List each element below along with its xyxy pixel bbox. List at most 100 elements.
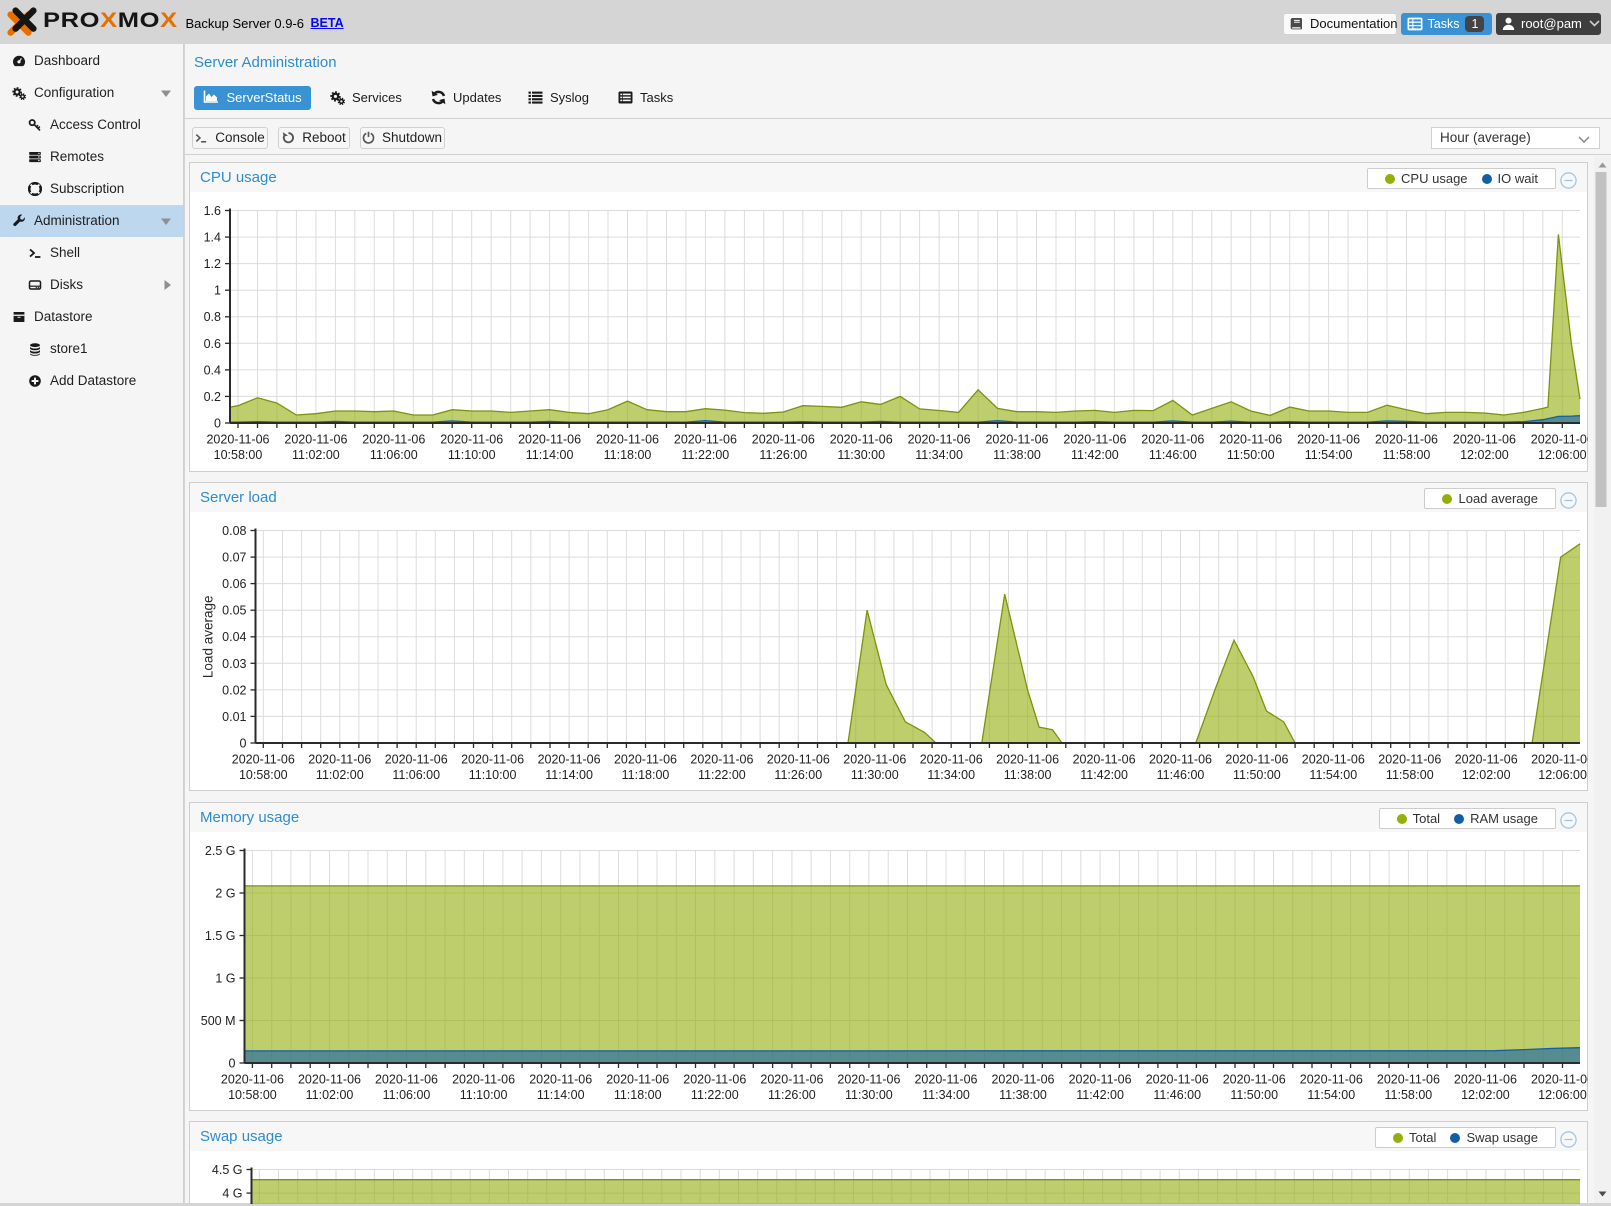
svg-text:2020-11-06: 2020-11-06 [1072, 752, 1135, 766]
svg-text:2020-11-06: 2020-11-06 [206, 432, 269, 446]
svg-text:12:06:00: 12:06:00 [1538, 768, 1587, 782]
svg-text:2020-11-06: 2020-11-06 [829, 432, 892, 446]
svg-text:11:06:00: 11:06:00 [369, 448, 417, 462]
svg-text:11:54:00: 11:54:00 [1309, 768, 1357, 782]
svg-text:12:06:00: 12:06:00 [1538, 1088, 1587, 1102]
svg-text:2020-11-06: 2020-11-06 [996, 752, 1059, 766]
svg-text:2020-11-06: 2020-11-06 [1299, 1072, 1362, 1086]
svg-text:11:42:00: 11:42:00 [1080, 768, 1128, 782]
svg-text:2020-11-06: 2020-11-06 [613, 752, 676, 766]
svg-text:11:42:00: 11:42:00 [1071, 448, 1119, 462]
svg-text:2020-11-06: 2020-11-06 [766, 752, 829, 766]
svg-text:0.02: 0.02 [222, 683, 246, 697]
svg-text:2020-11-06: 2020-11-06 [231, 752, 294, 766]
svg-text:1.6: 1.6 [203, 204, 220, 218]
svg-text:11:30:00: 11:30:00 [845, 1088, 893, 1102]
svg-text:0.6: 0.6 [203, 336, 220, 350]
svg-text:11:50:00: 11:50:00 [1233, 768, 1281, 782]
svg-text:11:38:00: 11:38:00 [1003, 768, 1051, 782]
svg-text:11:46:00: 11:46:00 [1148, 448, 1196, 462]
svg-text:2020-11-06: 2020-11-06 [284, 432, 347, 446]
svg-text:2020-11-06: 2020-11-06 [673, 432, 736, 446]
svg-text:11:46:00: 11:46:00 [1153, 1088, 1201, 1102]
svg-text:2020-11-06: 2020-11-06 [1452, 432, 1515, 446]
svg-text:11:02:00: 11:02:00 [305, 1088, 353, 1102]
svg-text:2020-11-06: 2020-11-06 [1530, 1072, 1587, 1086]
svg-text:11:06:00: 11:06:00 [382, 1088, 430, 1102]
svg-text:11:18:00: 11:18:00 [621, 768, 669, 782]
svg-text:2020-11-06: 2020-11-06 [1219, 432, 1282, 446]
svg-text:2020-11-06: 2020-11-06 [837, 1072, 900, 1086]
svg-text:1 G: 1 G [215, 971, 235, 985]
svg-text:11:34:00: 11:34:00 [927, 768, 975, 782]
svg-text:2020-11-06: 2020-11-06 [440, 432, 503, 446]
svg-text:0.8: 0.8 [203, 310, 220, 324]
svg-text:11:54:00: 11:54:00 [1307, 1088, 1355, 1102]
svg-text:0: 0 [239, 736, 246, 750]
svg-text:11:14:00: 11:14:00 [536, 1088, 584, 1102]
svg-text:12:02:00: 12:02:00 [1460, 448, 1509, 462]
svg-text:11:26:00: 11:26:00 [759, 448, 807, 462]
svg-text:2020-11-06: 2020-11-06 [991, 1072, 1054, 1086]
svg-text:2020-11-06: 2020-11-06 [384, 752, 447, 766]
svg-text:11:58:00: 11:58:00 [1382, 448, 1430, 462]
svg-text:11:10:00: 11:10:00 [447, 448, 495, 462]
svg-text:2020-11-06: 2020-11-06 [1068, 1072, 1131, 1086]
svg-text:11:18:00: 11:18:00 [613, 1088, 661, 1102]
svg-text:2020-11-06: 2020-11-06 [751, 432, 814, 446]
svg-text:11:50:00: 11:50:00 [1226, 448, 1274, 462]
svg-text:10:58:00: 10:58:00 [238, 768, 287, 782]
svg-text:0: 0 [228, 1056, 235, 1070]
svg-text:0.06: 0.06 [222, 577, 246, 591]
svg-text:2020-11-06: 2020-11-06 [461, 752, 524, 766]
svg-text:11:06:00: 11:06:00 [392, 768, 440, 782]
svg-text:2020-11-06: 2020-11-06 [985, 432, 1048, 446]
svg-text:Load average: Load average [200, 595, 215, 678]
svg-text:2020-11-06: 2020-11-06 [374, 1072, 437, 1086]
svg-text:11:18:00: 11:18:00 [603, 448, 651, 462]
svg-text:2020-11-06: 2020-11-06 [1374, 432, 1437, 446]
svg-text:11:02:00: 11:02:00 [315, 768, 363, 782]
svg-text:2020-11-06: 2020-11-06 [1454, 752, 1517, 766]
svg-text:2020-11-06: 2020-11-06 [1530, 432, 1587, 446]
svg-text:2020-11-06: 2020-11-06 [843, 752, 906, 766]
svg-text:2020-11-06: 2020-11-06 [1531, 752, 1588, 766]
svg-text:2020-11-06: 2020-11-06 [362, 432, 425, 446]
svg-text:12:02:00: 12:02:00 [1461, 768, 1510, 782]
svg-text:0.04: 0.04 [222, 630, 246, 644]
svg-text:2020-11-06: 2020-11-06 [606, 1072, 669, 1086]
svg-text:11:26:00: 11:26:00 [774, 768, 822, 782]
svg-text:2020-11-06: 2020-11-06 [683, 1072, 746, 1086]
svg-text:11:34:00: 11:34:00 [915, 448, 963, 462]
svg-text:2020-11-06: 2020-11-06 [1063, 432, 1126, 446]
svg-text:11:58:00: 11:58:00 [1385, 768, 1433, 782]
svg-text:0.4: 0.4 [203, 363, 220, 377]
svg-text:11:22:00: 11:22:00 [690, 1088, 738, 1102]
svg-text:11:42:00: 11:42:00 [1076, 1088, 1124, 1102]
svg-text:10:58:00: 10:58:00 [213, 448, 262, 462]
svg-text:0.03: 0.03 [222, 656, 246, 670]
svg-text:2020-11-06: 2020-11-06 [1453, 1072, 1516, 1086]
svg-text:2020-11-06: 2020-11-06 [1376, 1072, 1439, 1086]
svg-text:1.4: 1.4 [203, 230, 220, 244]
svg-text:2020-11-06: 2020-11-06 [907, 432, 970, 446]
svg-text:12:02:00: 12:02:00 [1461, 1088, 1510, 1102]
svg-text:2020-11-06: 2020-11-06 [1141, 432, 1204, 446]
svg-text:2020-11-06: 2020-11-06 [690, 752, 753, 766]
svg-text:11:54:00: 11:54:00 [1304, 448, 1352, 462]
svg-text:1: 1 [214, 283, 221, 297]
svg-text:2020-11-06: 2020-11-06 [919, 752, 982, 766]
svg-text:0.08: 0.08 [222, 524, 246, 538]
svg-text:2020-11-06: 2020-11-06 [1145, 1072, 1208, 1086]
svg-text:2020-11-06: 2020-11-06 [1148, 752, 1211, 766]
svg-text:2020-11-06: 2020-11-06 [529, 1072, 592, 1086]
svg-text:2020-11-06: 2020-11-06 [1225, 752, 1288, 766]
svg-text:2020-11-06: 2020-11-06 [1222, 1072, 1285, 1086]
svg-text:500 M: 500 M [200, 1014, 235, 1028]
svg-text:2020-11-06: 2020-11-06 [1378, 752, 1441, 766]
svg-text:11:10:00: 11:10:00 [468, 768, 516, 782]
svg-text:2020-11-06: 2020-11-06 [537, 752, 600, 766]
svg-text:1.5 G: 1.5 G [204, 929, 235, 943]
svg-text:11:46:00: 11:46:00 [1156, 768, 1204, 782]
svg-text:1.2: 1.2 [203, 257, 220, 271]
